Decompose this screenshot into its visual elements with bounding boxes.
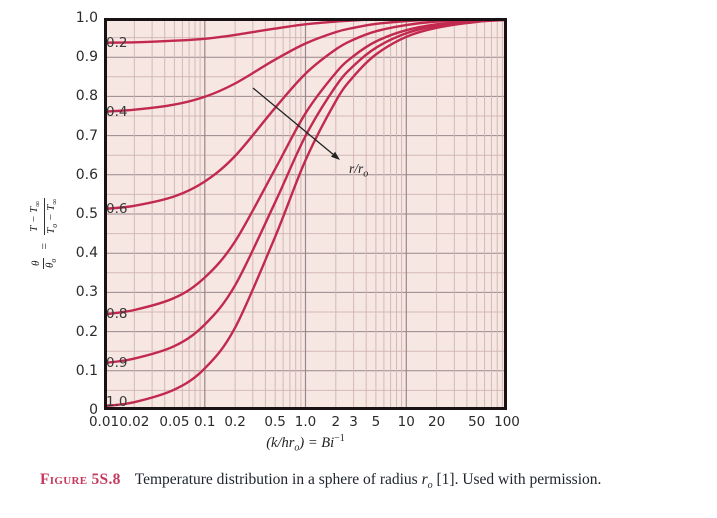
theta-symbol: θ bbox=[29, 260, 42, 266]
x-tick-label: 20 bbox=[427, 414, 446, 430]
y-tick-label: 0.2 bbox=[75, 323, 98, 340]
curve-label-r-ratio-0.2: 0.2 bbox=[106, 35, 128, 51]
x-tick-label: 0.02 bbox=[119, 414, 150, 430]
curve-r-ratio-0.6 bbox=[104, 18, 507, 211]
x-tick-label: 1.0 bbox=[294, 414, 317, 430]
x-tick-label: 0.01 bbox=[88, 414, 120, 430]
x-tick-label: 3 bbox=[349, 414, 358, 430]
r-ratio-arrowhead bbox=[331, 151, 340, 160]
x-tick-label: 5 bbox=[371, 414, 381, 430]
figure-caption: Figure 5S.8 Temperature distribution in a… bbox=[40, 469, 709, 496]
y-tick-label: 0.7 bbox=[75, 127, 98, 144]
plot-area bbox=[104, 18, 507, 410]
x-axis-label: (k/hro) = Bi−1 bbox=[266, 433, 345, 454]
x-tick-label: 0.2 bbox=[224, 414, 246, 430]
x-tick-label: 0.1 bbox=[194, 414, 216, 430]
y-tick-label: 0.6 bbox=[75, 166, 98, 183]
y-tick-label: 0.8 bbox=[75, 88, 98, 105]
x-tick-label: 50 bbox=[468, 414, 486, 430]
y-tick-label: 0 bbox=[89, 402, 98, 418]
plot-frame bbox=[104, 18, 507, 410]
curve-r-ratio-0.8 bbox=[104, 18, 507, 316]
curve-label-r-ratio-0.8: 0.8 bbox=[106, 306, 128, 322]
x-tick-label: 10 bbox=[397, 414, 415, 430]
r-ratio-arrow bbox=[252, 87, 334, 155]
y-tick-label: 0.4 bbox=[75, 245, 98, 262]
y-tick-label: 0.5 bbox=[75, 206, 98, 222]
x-tick-label: 0.5 bbox=[264, 414, 286, 430]
y-tick-label: 0.9 bbox=[75, 49, 98, 66]
y-tick-label: 1.0 bbox=[75, 10, 98, 26]
x-tick-label: 0.05 bbox=[159, 414, 190, 430]
figure-number: Figure 5S.8 bbox=[40, 471, 121, 488]
x-tick-label: 100 bbox=[494, 414, 520, 430]
arrow-label-r-over-ro: r/ro bbox=[349, 161, 369, 180]
curve-label-r-ratio-0.6: 0.6 bbox=[106, 201, 128, 217]
curve-label-r-ratio-0.4: 0.4 bbox=[106, 104, 128, 120]
y-tick-label: 0.3 bbox=[75, 284, 98, 301]
y-tick-label: 0.1 bbox=[75, 362, 98, 379]
curve-r-ratio-0.9 bbox=[104, 18, 507, 365]
caption-text: Temperature distribution in a sphere of … bbox=[134, 471, 602, 492]
curve-r-ratio-1.0 bbox=[104, 18, 507, 408]
curve-label-r-ratio-1.0: 1.0 bbox=[106, 394, 128, 410]
x-tick-label: 2 bbox=[331, 414, 341, 430]
curve-label-r-ratio-0.9: 0.9 bbox=[106, 355, 128, 371]
